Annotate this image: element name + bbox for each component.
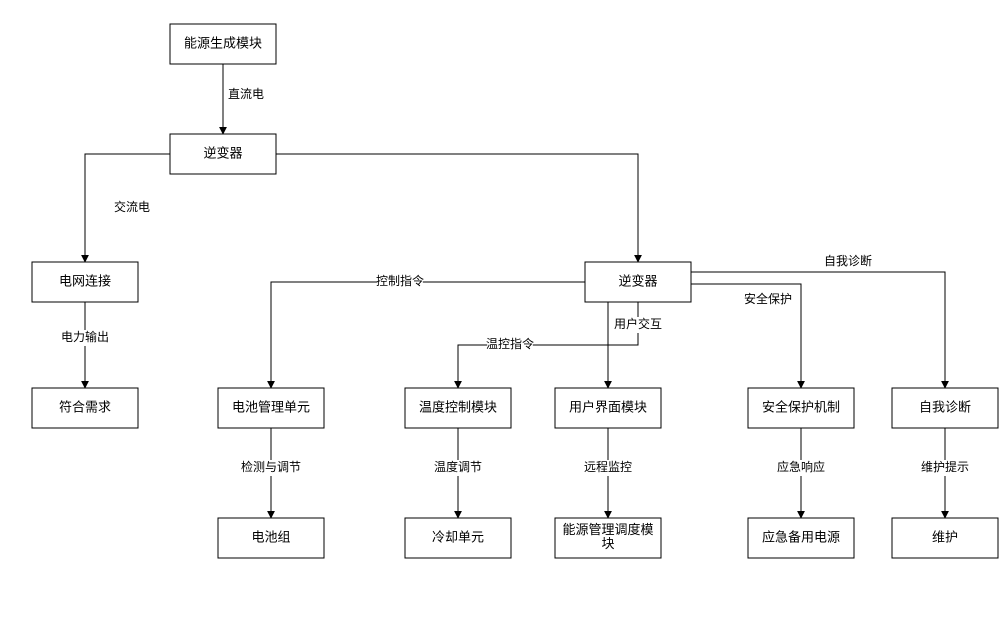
edge-label: 检测与调节 xyxy=(241,459,301,474)
node-n12: 冷却单元 xyxy=(405,518,511,558)
node-n2: 逆变器 xyxy=(170,134,276,174)
edge-label: 自我诊断 xyxy=(824,253,872,268)
edges-group: 直流电交流电电力输出控制指令温控指令用户交互安全保护自我诊断检测与调节温度调节远… xyxy=(61,64,969,518)
node-n15: 维护 xyxy=(892,518,998,558)
edge-label: 维护提示 xyxy=(921,459,969,474)
edge-label: 温度调节 xyxy=(434,459,482,474)
node-n3: 电网连接 xyxy=(32,262,138,302)
edge-label: 电力输出 xyxy=(61,329,109,344)
edge-label: 温控指令 xyxy=(486,336,534,351)
edge-n5-n8 xyxy=(608,302,638,388)
node-label: 电池组 xyxy=(251,529,290,544)
flowchart-canvas: 直流电交流电电力输出控制指令温控指令用户交互安全保护自我诊断检测与调节温度调节远… xyxy=(0,0,1000,626)
node-n11: 电池组 xyxy=(218,518,324,558)
node-n10: 自我诊断 xyxy=(892,388,998,428)
node-label: 逆变器 xyxy=(618,273,657,288)
node-label: 自我诊断 xyxy=(919,399,971,414)
edge-label: 用户交互 xyxy=(614,316,662,331)
edge-n5-n6 xyxy=(271,282,585,388)
node-label: 电池管理单元 xyxy=(232,399,310,414)
nodes-group: 能源生成模块逆变器电网连接符合需求逆变器电池管理单元温度控制模块用户界面模块安全… xyxy=(32,24,998,558)
node-n13: 能源管理调度模块 xyxy=(555,518,661,558)
edge-label: 交流电 xyxy=(114,199,150,214)
node-n8: 用户界面模块 xyxy=(555,388,661,428)
node-label: 应急备用电源 xyxy=(762,529,840,544)
node-n6: 电池管理单元 xyxy=(218,388,324,428)
edge-n5-n10 xyxy=(691,272,945,388)
node-n1: 能源生成模块 xyxy=(170,24,276,64)
edge-label: 安全保护 xyxy=(744,291,792,306)
node-label: 电网连接 xyxy=(59,273,111,288)
edge-label: 应急响应 xyxy=(777,459,825,474)
node-label: 维护 xyxy=(932,529,958,544)
edge-label: 直流电 xyxy=(228,87,264,101)
node-label: 逆变器 xyxy=(203,145,242,160)
node-label: 温度控制模块 xyxy=(419,399,497,414)
node-label: 冷却单元 xyxy=(432,529,484,544)
node-n7: 温度控制模块 xyxy=(405,388,511,428)
node-label: 安全保护机制 xyxy=(762,399,840,414)
node-label: 能源生成模块 xyxy=(184,35,262,50)
node-label: 符合需求 xyxy=(59,399,111,414)
node-n5: 逆变器 xyxy=(585,262,691,302)
node-n4: 符合需求 xyxy=(32,388,138,428)
node-n14: 应急备用电源 xyxy=(748,518,854,558)
node-n9: 安全保护机制 xyxy=(748,388,854,428)
edge-label: 远程监控 xyxy=(584,459,632,474)
node-label: 用户界面模块 xyxy=(569,399,647,414)
edge-label: 控制指令 xyxy=(376,273,424,288)
edge-n2-n5 xyxy=(276,154,638,262)
